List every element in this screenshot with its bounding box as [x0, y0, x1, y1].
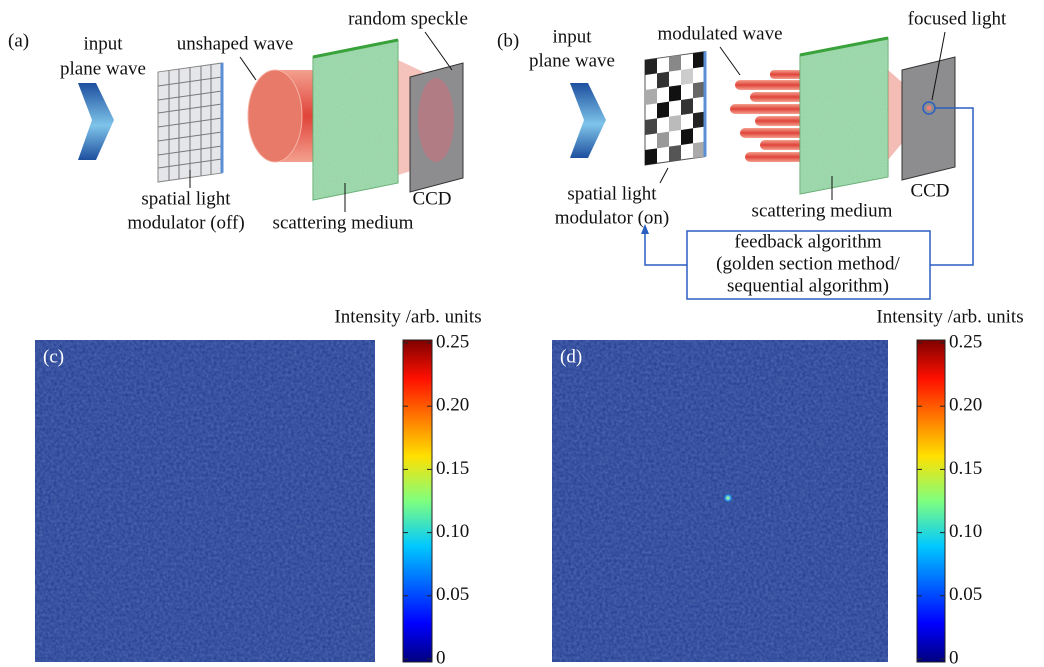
- slm-label: modulator (off): [127, 212, 244, 233]
- slm-label: modulator (on): [555, 207, 670, 228]
- shape: [740, 128, 805, 138]
- plate-texture: [800, 38, 888, 194]
- slm-grid: [158, 63, 222, 182]
- pointer: [425, 32, 452, 70]
- colorbar-tick-label: 0: [436, 647, 446, 667]
- panel-label: (a): [8, 30, 29, 51]
- panel-a: (a) input plane wave unshaped wave rando…: [8, 8, 468, 233]
- input-label: plane wave: [60, 58, 146, 79]
- shape: [645, 148, 657, 165]
- panel-label: (d): [560, 346, 582, 367]
- shape: [669, 55, 681, 72]
- panel-label: (b): [497, 30, 519, 51]
- shape: [750, 92, 805, 102]
- shape: [745, 152, 805, 162]
- colorbar-tick-label: 0.10: [949, 521, 982, 542]
- shape: [693, 142, 705, 159]
- colorbar: [917, 340, 945, 662]
- image-texture: [35, 340, 375, 662]
- feedback-label: (golden section method/: [716, 253, 900, 274]
- shape: [693, 112, 705, 129]
- colorbar: [403, 340, 432, 662]
- shape: [669, 145, 681, 162]
- wave-label: modulated wave: [657, 23, 782, 44]
- feedback-line: [645, 232, 687, 265]
- shape: [681, 68, 693, 85]
- medium-label: scattering medium: [752, 200, 893, 221]
- colorbar-tick-label: 0.15: [949, 458, 982, 479]
- slm-pattern: [645, 52, 705, 165]
- shape: [693, 82, 705, 99]
- input-label: input: [552, 26, 592, 47]
- slm-label: spatial light: [141, 188, 231, 209]
- colorbar-tick-label: 0.15: [436, 458, 469, 479]
- panel-d: (d) Intensity /arb. units 0.25 0.20 0.15 0.…: [552, 306, 1024, 667]
- shape: [657, 72, 669, 89]
- colorbar-tick-label: 0: [949, 647, 959, 667]
- speckle-label: random speckle: [348, 8, 468, 29]
- panel-c: (c) Intensity /arb. units 0.25 0.20 0.15 0.…: [35, 306, 482, 667]
- colorbar-tick-label: 0.25: [436, 331, 469, 352]
- medium-label: scattering medium: [273, 212, 414, 233]
- figure: (a) input plane wave unshaped wave rando…: [0, 0, 1044, 667]
- feedback-label: feedback algorithm: [734, 231, 881, 252]
- shape: [657, 132, 669, 149]
- colorbar-title: Intensity /arb. units: [876, 306, 1023, 327]
- shape: [669, 85, 681, 102]
- colorbar-tick-label: 0.20: [949, 395, 982, 416]
- wave-label: unshaped wave: [177, 33, 294, 54]
- wave-arrow: [570, 83, 606, 158]
- colorbar-tick-label: 0.20: [436, 395, 469, 416]
- shape: [645, 118, 657, 135]
- input-label: input: [83, 33, 123, 54]
- pointer: [720, 47, 740, 75]
- ccd-label: CCD: [910, 180, 949, 201]
- colorbar-tick-label: 0.05: [436, 584, 469, 605]
- focus-core: [927, 106, 932, 111]
- plate-texture: [313, 40, 398, 200]
- shape: [645, 88, 657, 105]
- slm-label: spatial light: [567, 183, 657, 204]
- shape: [730, 104, 805, 114]
- shape: [760, 140, 805, 150]
- pointer: [660, 168, 668, 183]
- colorbar-tick-label: 0.05: [949, 584, 982, 605]
- image-texture: [552, 340, 888, 662]
- colorbar-title: Intensity /arb. units: [334, 306, 481, 327]
- focus-label: focused light: [908, 8, 1007, 29]
- panel-label: (c): [43, 346, 64, 367]
- shape: [693, 52, 705, 69]
- speckle: [418, 78, 454, 162]
- input-label: plane wave: [529, 50, 615, 71]
- shape: [248, 70, 302, 162]
- colorbar-tick-label: 0.25: [949, 331, 982, 352]
- shape: [657, 102, 669, 119]
- shape: [755, 116, 805, 126]
- shape: [645, 58, 657, 75]
- shape: [681, 128, 693, 145]
- colorbar-tick-label: 0.10: [436, 521, 469, 542]
- shape: [669, 115, 681, 132]
- panel-b: (b) input plane wave modulated wave focu…: [497, 8, 1007, 299]
- focus-spot: [723, 493, 733, 503]
- pointer: [240, 57, 256, 80]
- feedback-label: sequential algorithm): [727, 275, 889, 296]
- ccd-plate: [902, 57, 955, 180]
- ccd-label: CCD: [412, 188, 451, 209]
- wave-arrow: [78, 83, 114, 160]
- shape: [681, 98, 693, 115]
- shape: [735, 80, 805, 90]
